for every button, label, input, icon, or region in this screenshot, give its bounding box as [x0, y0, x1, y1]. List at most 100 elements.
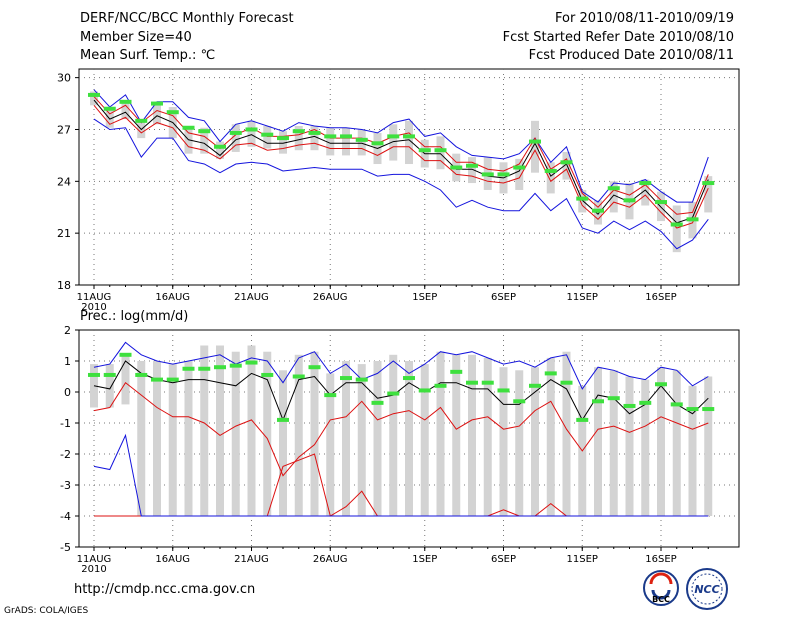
temp-green-marker [686, 217, 699, 222]
temp-line-ensemble-min [93, 118, 709, 250]
prec-xtick-label: 11SEP [567, 554, 598, 565]
prec-spread-bar [326, 373, 335, 516]
temp-spread-bar [546, 162, 555, 194]
prec-green-marker [103, 372, 116, 377]
prec-ytick-label: -3 [60, 479, 71, 492]
temp-green-marker [340, 134, 352, 139]
temp-green-marker [702, 181, 715, 186]
prec-green-marker [497, 388, 510, 393]
temp-spread-bar [184, 127, 193, 154]
prec-green-marker [214, 365, 226, 370]
temp-green-marker [151, 101, 163, 106]
prec-spread-bar [200, 345, 209, 516]
temp-spread-bar [263, 126, 272, 149]
prec-spread-bar [357, 364, 366, 516]
prec-xtick-label: 16AUG [155, 554, 190, 565]
temp-spread-bar [468, 157, 476, 184]
temp-xtick-label: 16SEP [645, 292, 676, 303]
temp-green-marker [560, 160, 573, 165]
temp-spread-bar [357, 129, 366, 156]
prec-ytick-label: -4 [60, 510, 71, 523]
prec-green-marker [592, 399, 604, 404]
temp-spread-bar [294, 126, 303, 151]
prec-spread-bar [499, 367, 508, 516]
prec-green-marker [229, 363, 242, 368]
prec-spread-bar [531, 367, 539, 516]
temp-spread-bar [436, 136, 445, 170]
prec-green-marker [308, 365, 321, 370]
prec-spread-bar [641, 379, 650, 516]
temp-line-lower-red [93, 104, 709, 229]
temp-xtick-label: 11SEP [567, 292, 598, 303]
temp-green-marker [245, 127, 258, 132]
prec-spread-bar [546, 357, 555, 516]
temp-green-marker [529, 139, 541, 144]
prec-spread-bar [436, 351, 445, 516]
temp-plot [75, 68, 740, 289]
temp-spread-bar [704, 176, 713, 213]
prec-spread-bar [121, 354, 130, 405]
bcc-logo [643, 570, 679, 606]
temp-green-marker [434, 148, 447, 153]
prec-green-marker [576, 417, 589, 422]
temp-spread-bar [641, 179, 650, 206]
chart-title: DERF/NCC/BCC Monthly Forecast [80, 11, 294, 26]
temp-green-marker [655, 200, 667, 205]
prec-year-label: 2010 [81, 564, 106, 575]
footer-url[interactable]: http://cmdp.ncc.cma.gov.cn [74, 582, 256, 597]
prec-green-marker [119, 352, 132, 357]
temp-green-marker [639, 181, 652, 186]
temp-green-marker [576, 196, 589, 201]
prec-green-marker [355, 377, 368, 382]
temp-green-marker [592, 208, 604, 213]
precip-title: Prec.: log(mm/d) [80, 309, 189, 324]
prec-spread-bar [688, 385, 697, 516]
prec-green-marker [639, 400, 652, 405]
prec-line-ensemble-mean [93, 360, 709, 422]
temp-green-marker [387, 134, 400, 139]
temp-xtick-label: 1SEP [412, 292, 437, 303]
temp-spread-bar [531, 120, 539, 173]
prec-green-marker [450, 369, 463, 374]
prec-spread-bar [483, 357, 492, 516]
prec-green-marker [166, 377, 179, 382]
prec-spread-bar [137, 361, 146, 516]
prec-xtick-label: 1SEP [412, 554, 437, 565]
prec-green-marker [686, 407, 699, 412]
temp-green-marker [261, 132, 274, 137]
temp-line-upper-red [93, 96, 709, 215]
prec-spread-bar [342, 361, 350, 516]
temp-green-marker [198, 129, 211, 134]
prec-green-marker [418, 388, 431, 393]
prec-plot [75, 329, 740, 551]
temp-green-marker [308, 130, 321, 135]
prec-spread-bar [704, 376, 713, 516]
prec-xtick-label: 11AUG [77, 554, 112, 565]
prec-green-marker [182, 366, 195, 371]
prec-green-marker [387, 391, 400, 396]
temp-green-marker [607, 186, 620, 191]
prec-green-marker [261, 372, 274, 377]
temp-spread-bar [247, 120, 256, 147]
prec-green-marker [198, 366, 211, 371]
prec-spread-bar [247, 345, 256, 516]
temp-green-marker [418, 148, 431, 153]
temp-green-marker [135, 118, 148, 123]
temp-year-label: 2010 [81, 302, 106, 313]
prec-green-marker [434, 383, 447, 388]
prec-spread-bar [594, 367, 602, 516]
temp-xtick-label: 16AUG [155, 292, 190, 303]
temp-green-marker [481, 172, 494, 177]
temp-green-marker [544, 168, 557, 173]
temp-xtick-label: 6SEP [491, 292, 516, 303]
prec-spread-bar [294, 354, 303, 516]
prec-ytick-label: 2 [64, 324, 71, 337]
temp-spread-bar [216, 141, 224, 159]
prec-spread-bar [168, 364, 177, 516]
prec-spread-bar [231, 351, 240, 516]
temp-spread-bar [657, 191, 665, 222]
temp-green-marker [355, 137, 368, 142]
temp-green-marker [292, 129, 305, 134]
temp-spread-bar [105, 108, 114, 128]
prec-green-marker [466, 380, 478, 385]
